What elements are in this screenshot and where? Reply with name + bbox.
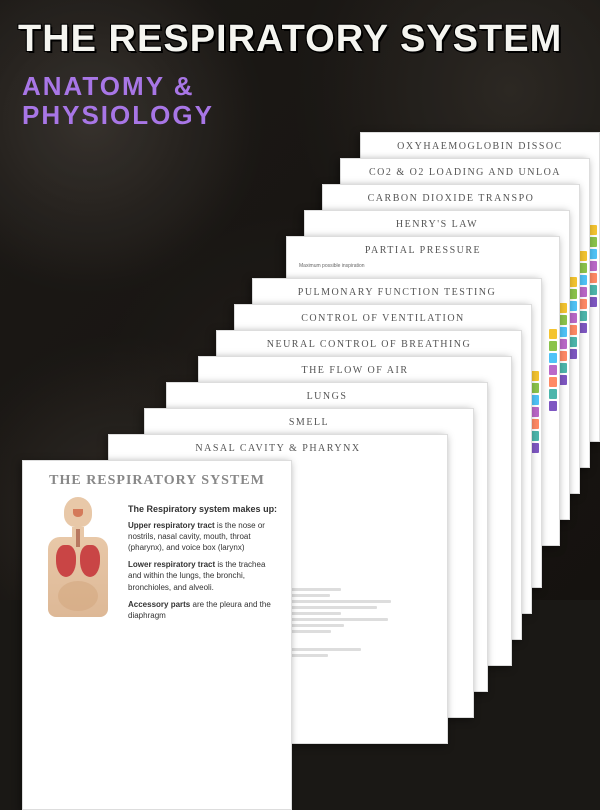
front-para-1: Upper respiratory tract is the nose or n… [128, 520, 279, 554]
color-strip [589, 225, 597, 437]
pages-stack: OXYHAEMOGLOBIN DISSOC CO2 & O2 LOADING AN… [0, 110, 600, 600]
page-header: CARBON DIOXIDE TRANSPO [323, 185, 579, 208]
page-header: SMELL [145, 409, 473, 432]
page-header: NEURAL CONTROL OF BREATHING [217, 331, 521, 354]
mini-chart-label: Maximum possible inspiration [299, 263, 365, 269]
page-header: THE FLOW OF AIR [199, 357, 511, 380]
front-para-2: Lower respiratory tract is the trachea a… [128, 559, 279, 593]
front-page-content: The Respiratory system makes up: Upper r… [128, 497, 279, 627]
page-header: LUNGS [167, 383, 487, 406]
anatomy-diagram [35, 497, 120, 647]
color-strip [559, 303, 567, 515]
page-header: NASAL CAVITY & PHARYNX [109, 435, 447, 458]
page-header: CO2 & O2 LOADING AND UNLOA [341, 159, 589, 182]
diagram-abdomen [58, 581, 98, 611]
diagram-head [64, 497, 92, 527]
subtitle-line-1: ANATOMY & [22, 71, 195, 101]
page-header: OXYHAEMOGLOBIN DISSOC [361, 133, 599, 156]
color-strip [531, 371, 539, 583]
page-header: CONTROL OF VENTILATION [235, 305, 531, 328]
front-para-3: Accessory parts are the pleura and the d… [128, 599, 279, 621]
page-header: HENRY'S LAW [305, 211, 569, 234]
page-header: PARTIAL PRESSURE [287, 237, 559, 260]
front-page-title: THE RESPIRATORY SYSTEM [35, 473, 279, 489]
diagram-torso [48, 537, 108, 617]
front-page: THE RESPIRATORY SYSTEM The Respiratory s… [22, 460, 292, 810]
diagram-nasal-cavity [73, 509, 83, 517]
diagram-lung-right [80, 545, 100, 577]
color-strip [569, 277, 577, 489]
diagram-lung-left [56, 545, 76, 577]
diagram-trachea [76, 529, 80, 547]
color-strip [549, 329, 557, 541]
front-heading: The Respiratory system makes up: [128, 503, 279, 516]
color-strip [579, 251, 587, 463]
page-header: PULMONARY FUNCTION TESTING [253, 279, 541, 302]
main-title: THE RESPIRATORY SYSTEM [18, 18, 582, 61]
